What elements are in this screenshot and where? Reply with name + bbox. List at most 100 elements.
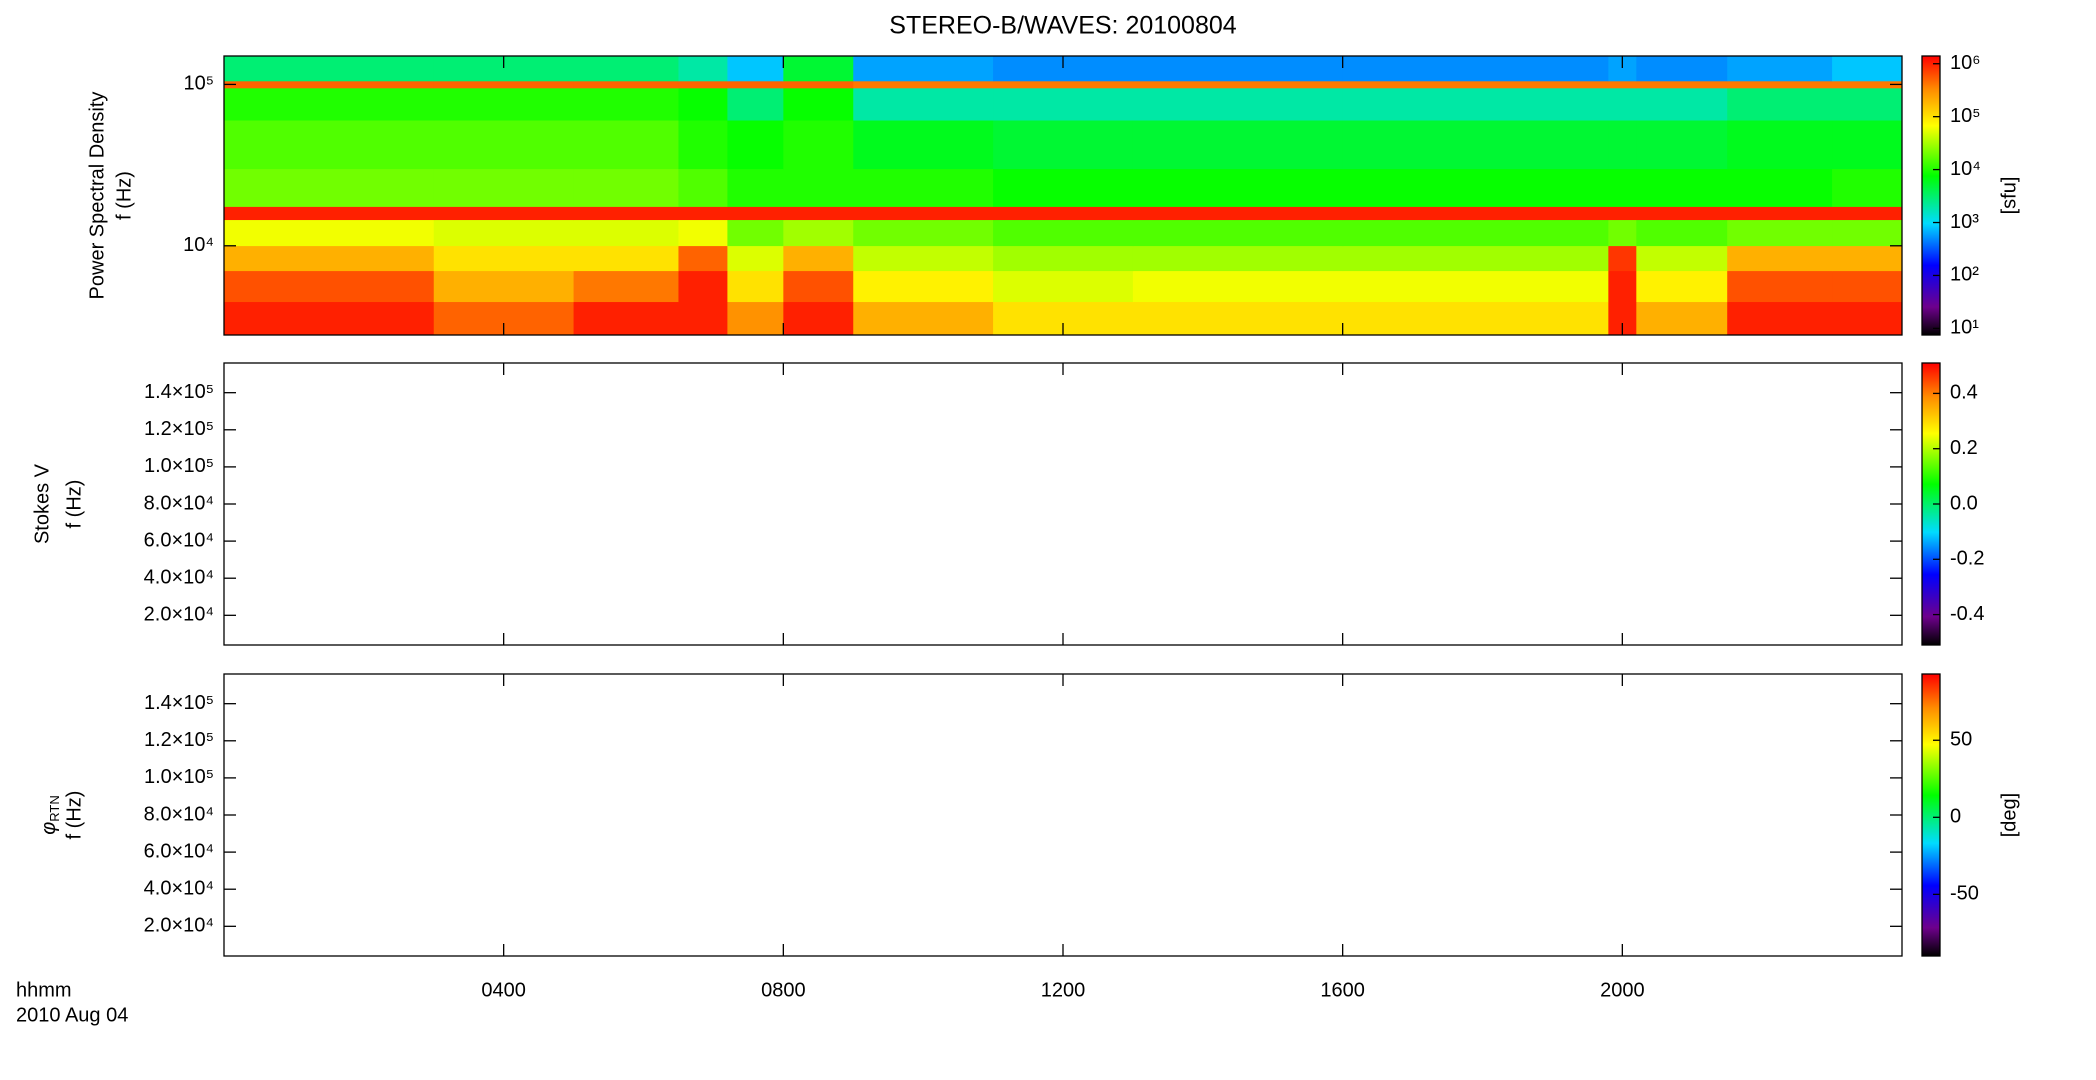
heatmap-cell [853,80,994,89]
heatmap-cell [1608,168,1637,207]
heatmap-cell [1608,245,1637,272]
heatmap-cell [433,168,575,207]
heatmap-cell [727,301,784,336]
heatmap-cell [1132,88,1344,121]
y-tick-label: 10⁴ [183,234,214,256]
heatmap-cell [1132,245,1344,272]
heatmap-cell [727,88,784,121]
heatmap-cell [1342,88,1609,121]
colorbar-tick-label: -0.4 [1950,603,1984,625]
heatmap-cell [727,270,784,303]
x-tick-label: 0400 [481,979,526,1001]
y-tick-label: 8.0×10⁴ [144,492,214,514]
colorbar-tick-label: 10⁴ [1950,158,1981,180]
colorbar-tick-label: -50 [1950,883,1979,905]
y-axis-label: φRTN [38,795,62,835]
heatmap-cell [853,270,994,303]
heatmap-cell [573,80,679,89]
y-tick-label: 1.0×10⁵ [144,766,214,788]
heatmap-cell [573,301,679,336]
heatmap-cell [1727,168,1833,207]
x-tick-label: 0800 [761,979,806,1001]
heatmap-cell [1608,219,1637,247]
heatmap-cell [727,245,784,272]
heatmap-cell [853,301,994,336]
heatmap-cell [1342,301,1609,336]
heatmap-cell [993,206,1134,221]
heatmap-cell [853,56,994,82]
heatmap-cell [1608,270,1637,303]
heatmap-cell [1636,301,1728,336]
heatmap-cell [783,80,854,89]
heatmap-cell [727,168,784,207]
heatmap-cell [573,270,679,303]
heatmap-cell [853,245,994,272]
heatmap-cell [224,80,435,89]
heatmap-cell [1608,206,1637,221]
heatmap-cell [433,88,575,121]
heatmap-cell [1342,206,1609,221]
heatmap-cell [1342,270,1609,303]
y-tick-label: 10⁵ [183,73,214,95]
heatmap-cell [727,219,784,247]
heatmap-cell [1342,56,1609,82]
heatmap-cell [433,206,575,221]
heatmap-cell [1132,219,1344,247]
heatmap-cell [727,56,784,82]
colorbar-tick-label: 10³ [1950,211,1979,233]
heatmap-cell [1342,219,1609,247]
chart-title: STEREO-B/WAVES: 20100804 [889,12,1236,40]
plot-frame [223,362,1903,646]
x-tick-label: 1200 [1041,979,1086,1001]
colorbar [1921,55,1941,336]
y-tick-label: 1.0×10⁵ [144,455,214,477]
heatmap-cell [1636,245,1728,272]
y-axis-unit: f (Hz) [113,171,135,220]
heatmap-cell [224,56,435,82]
heatmap-cell [1636,88,1728,121]
heatmap-cell [1832,56,1903,82]
y-tick-label: 8.0×10⁴ [144,803,214,825]
colorbar-tick-label: 0.0 [1950,492,1978,514]
heatmap-cell [678,56,728,82]
heatmap-cell [1636,219,1728,247]
heatmap-cell [1832,88,1903,121]
heatmap-cell [224,168,435,207]
heatmap-cell [678,80,728,89]
heatmap-cell [678,206,728,221]
heatmap-cell [1636,56,1728,82]
y-tick-label: 1.4×10⁵ [144,692,214,714]
heatmap-cell [433,120,575,170]
heatmap-cell [783,88,854,121]
heatmap-cell [224,270,435,303]
plot-frame [223,673,1903,957]
heatmap-cell [1832,168,1903,207]
heatmap-cell [1608,120,1637,170]
heatmap-cell [1832,80,1903,89]
x-tick-label: 2000 [1600,979,1645,1001]
heatmap-cell [993,219,1134,247]
y-tick-label: 1.2×10⁵ [144,418,214,440]
heatmap-cell [224,206,435,221]
y-tick-label: 6.0×10⁴ [144,840,214,862]
heatmap-cell [1727,88,1833,121]
heatmap-cell [993,245,1134,272]
date-label: 2010 Aug 04 [16,1004,128,1026]
heatmap-cell [1636,206,1728,221]
heatmap-cell [433,80,575,89]
y-axis-label-sub: RTN [47,795,62,821]
colorbar-tick-label: 10⁶ [1950,52,1980,74]
heatmap-cell [433,245,575,272]
y-axis-label-symbol: φ [38,822,60,835]
y-tick-label: 2.0×10⁴ [144,604,214,626]
y-axis-label: Power Spectral Density [86,92,108,300]
x-tick-label: 1600 [1320,979,1365,1001]
heatmap-cell [1342,168,1609,207]
heatmap-cell [1132,168,1344,207]
heatmap-cell [1727,80,1833,89]
y-tick-label: 1.4×10⁵ [144,381,214,403]
heatmap-cell [678,88,728,121]
heatmap-cell [1727,120,1833,170]
heatmap-cell [993,88,1134,121]
